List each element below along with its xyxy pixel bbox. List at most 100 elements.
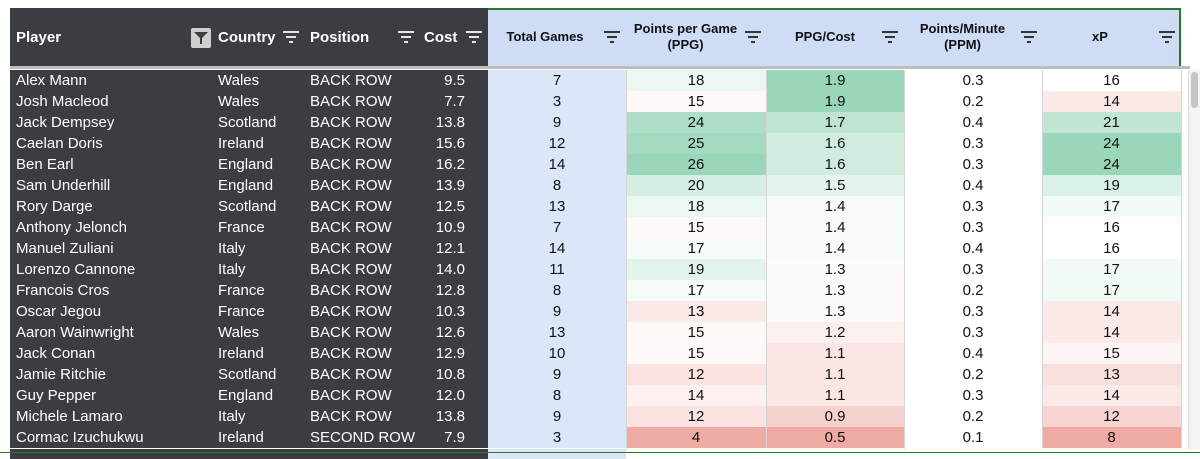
cell-xp[interactable]: 15 (1042, 343, 1181, 364)
cell-position[interactable]: BACK ROW (300, 196, 418, 217)
cell-position[interactable]: BACK ROW (300, 343, 418, 364)
cell-ppg[interactable]: 19 (626, 259, 766, 280)
cell-player[interactable]: Jamie Ritchie (10, 364, 208, 385)
cell-position[interactable]: BACK ROW (300, 133, 418, 154)
cell-player[interactable]: Guy Pepper (10, 385, 208, 406)
header-ppg[interactable]: Points per Game (PPG) (633, 21, 738, 52)
header-player[interactable]: Player (16, 28, 62, 46)
cell-total-games[interactable]: 7 (488, 217, 626, 238)
cell-total-games[interactable]: 13 (488, 196, 626, 217)
cell-cost[interactable]: 13.9 (418, 175, 488, 196)
table-row[interactable]: Rory Darge Scotland BACK ROW 12.5 13 18 1.4 0.3… (0, 196, 1200, 217)
cell-position[interactable]: BACK ROW (300, 154, 418, 175)
cell-xp[interactable]: 14 (1042, 322, 1181, 343)
cell-ppg-cost[interactable]: 1.4 (766, 217, 904, 238)
cell-total-games[interactable]: 9 (488, 301, 626, 322)
cell-country[interactable]: England (208, 385, 300, 406)
cell-ppg[interactable]: 18 (626, 196, 766, 217)
cell-ppg[interactable]: 17 (626, 280, 766, 301)
cell-ppg[interactable]: 18 (626, 70, 766, 91)
cell-player[interactable]: Alex Mann (10, 70, 208, 91)
cell-total-games[interactable]: 8 (488, 385, 626, 406)
cell-position[interactable]: BACK ROW (300, 70, 418, 91)
cell-ppm[interactable]: 0.2 (904, 406, 1042, 427)
table-row[interactable]: Aaron Wainwright Wales BACK ROW 12.6 13 15 1.2… (0, 322, 1200, 343)
cell-xp[interactable]: 12 (1042, 406, 1181, 427)
filter-icon[interactable] (604, 30, 620, 44)
cell-ppg[interactable]: 12 (626, 364, 766, 385)
table-row[interactable]: Francois Cros France BACK ROW 12.8 8 17 1.3 0.2… (0, 280, 1200, 301)
cell-cost[interactable]: 12.9 (418, 343, 488, 364)
cell-ppg-cost[interactable]: 1.4 (766, 196, 904, 217)
cell-position[interactable]: BACK ROW (300, 217, 418, 238)
cell-cost[interactable]: 16.2 (418, 154, 488, 175)
cell-position[interactable]: SECOND ROW (300, 427, 418, 448)
table-row[interactable]: Sam Underhill England BACK ROW 13.9 8 20 1.5 0.… (0, 175, 1200, 196)
cell-player[interactable]: Jack Dempsey (10, 112, 208, 133)
cell-position[interactable]: BACK ROW (300, 364, 418, 385)
header-cost[interactable]: Cost (424, 28, 458, 46)
cell-country[interactable]: England (208, 175, 300, 196)
filter-icon[interactable] (1159, 30, 1175, 44)
cell-position[interactable]: BACK ROW (300, 406, 418, 427)
cell-country[interactable]: Scotland (208, 112, 300, 133)
cell-position[interactable]: BACK ROW (300, 385, 418, 406)
filter-icon[interactable] (745, 30, 761, 44)
cell-ppm[interactable]: 0.3 (904, 196, 1042, 217)
cell-ppg[interactable]: 26 (626, 154, 766, 175)
cell-ppm[interactable]: 0.1 (904, 427, 1042, 448)
cell-xp[interactable]: 16 (1042, 70, 1181, 91)
cell-xp[interactable]: 21 (1042, 112, 1181, 133)
cell-player[interactable]: Caelan Doris (10, 133, 208, 154)
cell-total-games[interactable]: 13 (488, 322, 626, 343)
cell-total-games[interactable]: 14 (488, 238, 626, 259)
cell-ppg[interactable]: 20 (626, 175, 766, 196)
cell-total-games[interactable]: 9 (488, 406, 626, 427)
cell-ppg-cost[interactable]: 1.3 (766, 259, 904, 280)
cell-player[interactable]: Josh Macleod (10, 91, 208, 112)
filter-icon[interactable] (398, 30, 414, 44)
cell-cost[interactable]: 13.8 (418, 406, 488, 427)
cell-ppm[interactable]: 0.3 (904, 217, 1042, 238)
cell-ppm[interactable]: 0.3 (904, 133, 1042, 154)
cell-ppg-cost[interactable]: 1.3 (766, 280, 904, 301)
cell-ppm[interactable]: 0.4 (904, 238, 1042, 259)
vertical-scrollbar[interactable] (1188, 70, 1200, 449)
cell-ppg[interactable]: 15 (626, 322, 766, 343)
filter-icon[interactable] (283, 30, 299, 44)
scrollbar-thumb[interactable] (1191, 72, 1198, 108)
active-filter-funnel-icon[interactable] (191, 28, 211, 48)
cell-country[interactable]: Scotland (208, 196, 300, 217)
cell-player[interactable]: Michele Lamaro (10, 406, 208, 427)
cell-total-games[interactable]: 3 (488, 427, 626, 448)
cell-position[interactable]: BACK ROW (300, 175, 418, 196)
cell-ppg[interactable]: 12 (626, 406, 766, 427)
header-country[interactable]: Country (218, 28, 276, 46)
filter-icon[interactable] (882, 30, 898, 44)
cell-ppm[interactable]: 0.4 (904, 112, 1042, 133)
cell-position[interactable]: BACK ROW (300, 112, 418, 133)
cell-cost[interactable]: 12.8 (418, 280, 488, 301)
table-row[interactable]: Jamie Ritchie Scotland BACK ROW 10.8 9 12 1.1 0… (0, 364, 1200, 385)
cell-cost[interactable]: 13.8 (418, 112, 488, 133)
cell-total-games[interactable]: 8 (488, 175, 626, 196)
table-row[interactable]: Alex Mann Wales BACK ROW 9.5 7 18 1.9 0.3 16 (0, 70, 1200, 91)
cell-total-games[interactable]: 8 (488, 280, 626, 301)
cell-country[interactable]: Italy (208, 406, 300, 427)
cell-total-games[interactable]: 9 (488, 112, 626, 133)
cell-ppg-cost[interactable]: 1.1 (766, 364, 904, 385)
header-total-games[interactable]: Total Games (506, 29, 584, 44)
cell-position[interactable]: BACK ROW (300, 91, 418, 112)
cell-ppg-cost[interactable]: 1.7 (766, 112, 904, 133)
header-ppg-cost[interactable]: PPG/Cost (795, 29, 855, 44)
cell-ppg[interactable]: 15 (626, 91, 766, 112)
cell-xp[interactable]: 13 (1042, 364, 1181, 385)
cell-ppm[interactable]: 0.3 (904, 154, 1042, 175)
cell-total-games[interactable]: 7 (488, 70, 626, 91)
cell-ppm[interactable]: 0.3 (904, 301, 1042, 322)
frozen-row-divider[interactable] (10, 66, 1190, 69)
cell-cost[interactable]: 12.0 (418, 385, 488, 406)
cell-ppg[interactable]: 14 (626, 385, 766, 406)
cell-cost[interactable]: 12.5 (418, 196, 488, 217)
cell-total-games[interactable]: 9 (488, 364, 626, 385)
